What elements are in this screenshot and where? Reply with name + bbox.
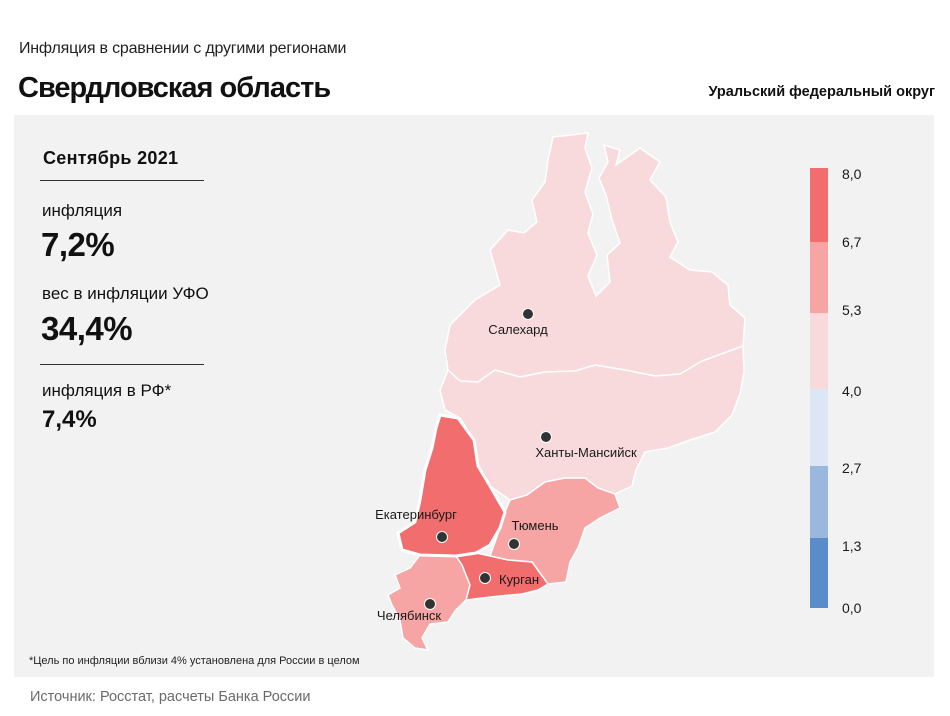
city-marker-khanty[interactable] (540, 431, 552, 443)
district-label: Уральский федеральный округ (708, 84, 935, 100)
divider (40, 180, 204, 181)
inflation-label: инфляция (42, 201, 123, 220)
city-marker-ekb[interactable] (436, 531, 448, 543)
region-yanao[interactable] (444, 132, 746, 383)
scale-segment (810, 313, 828, 389)
scale-tick-label: 4,0 (842, 383, 862, 399)
scale-segment (810, 466, 828, 538)
city-marker-chelyabinsk[interactable] (424, 598, 436, 610)
inflation-value: 7,2% (41, 226, 115, 263)
weight-value: 34,4% (41, 310, 133, 347)
scale-tick-label: 5,3 (842, 302, 862, 318)
city-label-chelyabinsk: Челябинск (377, 608, 441, 623)
page-title: Свердловская область (18, 72, 331, 104)
city-label-salekhard: Салехард (488, 322, 548, 337)
scale-tick-label: 8,0 (842, 166, 862, 182)
scale-tick-label: 0,0 (842, 600, 862, 616)
city-marker-kurgan[interactable] (479, 572, 491, 584)
scale-segment (810, 538, 828, 608)
scale-tick-label: 6,7 (842, 234, 862, 250)
period-label: Сентябрь 2021 (43, 148, 179, 168)
city-label-khanty: Ханты-Мансийск (535, 445, 637, 460)
chart-subtitle: Инфляция в сравнении с другими регионами (19, 40, 347, 57)
scale-segment (810, 168, 828, 242)
divider (40, 364, 204, 365)
scale-segment (810, 389, 828, 466)
region-sverdlovsk[interactable] (396, 413, 507, 558)
city-label-ekb: Екатеринбург (375, 507, 457, 522)
weight-label: вес в инфляции УФО (42, 284, 209, 303)
scale-tick-label: 1,3 (842, 538, 862, 554)
footnote: *Цель по инфляции вблизи 4% установлена … (29, 655, 360, 667)
region-kurgan[interactable] (454, 552, 550, 601)
rf-inflation-label: инфляция в РФ* (42, 381, 172, 400)
scale-segment (810, 242, 828, 313)
city-marker-salekhard[interactable] (522, 308, 534, 320)
scale-tick-label: 2,7 (842, 460, 862, 476)
city-label-kurgan: Курган (499, 572, 539, 587)
rf-inflation-value: 7,4% (42, 406, 97, 433)
city-label-tyumen: Тюмень (511, 518, 558, 533)
city-marker-tyumen[interactable] (508, 538, 520, 550)
source-note: Источник: Росстат, расчеты Банка России (30, 689, 311, 705)
